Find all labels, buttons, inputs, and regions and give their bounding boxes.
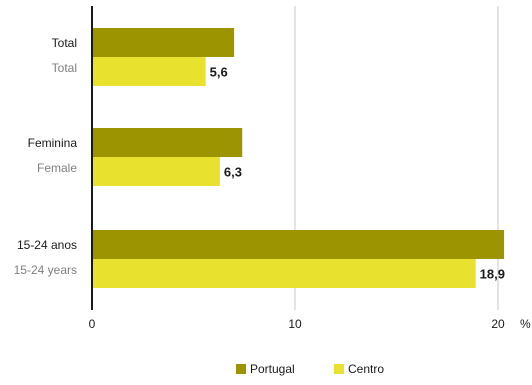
category-label-2: 15-24 anos	[17, 238, 77, 252]
bars	[93, 28, 505, 288]
x-tick-label-1: 10	[288, 317, 302, 331]
x-tick-label-0: 0	[89, 317, 96, 331]
legend-label-centro: Centro	[348, 362, 385, 376]
data-labels: 5,6 6,3 18,9	[210, 65, 505, 282]
category-sublabel-0: Total	[52, 61, 77, 75]
legend-swatch-portugal	[236, 364, 246, 374]
bar-centro-2	[93, 259, 476, 288]
bar-portugal-1	[93, 128, 243, 157]
x-tick-label-2: 20	[491, 317, 505, 331]
data-label-centro-1: 6,3	[224, 165, 242, 180]
bar-centro-0	[93, 57, 206, 86]
legend: Portugal Centro	[0, 362, 532, 380]
category-labels: Total Total Feminina Female 15-24 anos 15-24 …	[14, 36, 78, 277]
x-tick-labels: 0 10 20	[89, 317, 505, 331]
legend-item-portugal: Portugal	[236, 362, 295, 376]
bar-portugal-2	[93, 230, 505, 259]
legend-item-centro: Centro	[334, 362, 384, 376]
legend-label-portugal: Portugal	[250, 362, 295, 376]
category-label-1: Feminina	[28, 136, 78, 150]
category-sublabel-1: Female	[37, 161, 77, 175]
chart: 5,6 6,3 18,9 Total Total Feminina Female 15-24…	[14, 6, 531, 331]
legend-swatch-centro	[334, 364, 344, 374]
data-label-centro-2: 18,9	[480, 267, 505, 282]
category-label-0: Total	[52, 36, 77, 50]
bar-portugal-0	[93, 28, 235, 57]
category-sublabel-2: 15-24 years	[14, 263, 77, 277]
unit-label: %	[520, 317, 531, 331]
data-label-centro-0: 5,6	[210, 65, 228, 80]
bar-centro-1	[93, 157, 220, 186]
